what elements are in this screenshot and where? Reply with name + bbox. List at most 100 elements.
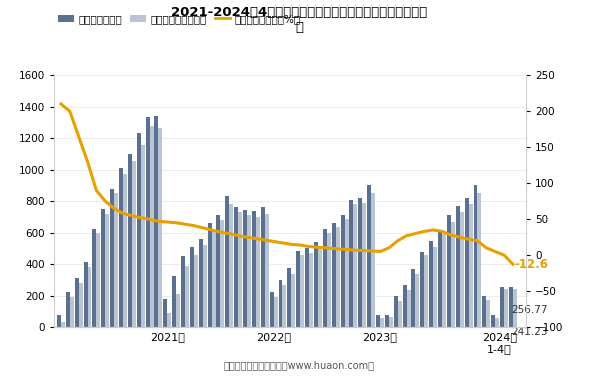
Bar [460, 212, 464, 327]
Bar [274, 297, 277, 327]
Bar [358, 198, 362, 327]
Bar [429, 241, 433, 327]
Bar [323, 229, 327, 327]
Bar [208, 223, 212, 327]
Bar [371, 193, 375, 327]
Bar [469, 203, 472, 327]
Bar [216, 215, 221, 327]
Text: 额: 额 [295, 21, 303, 34]
Bar [380, 318, 384, 327]
Bar [96, 233, 100, 327]
Bar [119, 168, 123, 327]
Bar [137, 133, 141, 327]
Bar [389, 317, 393, 327]
Bar [425, 255, 428, 327]
Bar [495, 318, 499, 327]
Bar [442, 234, 446, 327]
Bar [509, 287, 513, 327]
Bar [154, 116, 158, 327]
Bar [110, 189, 114, 327]
Bar [340, 215, 344, 327]
Bar [176, 294, 180, 327]
Bar [132, 161, 136, 327]
Bar [203, 245, 207, 327]
Bar [247, 215, 251, 327]
Bar [393, 296, 398, 327]
Bar [353, 204, 358, 327]
Bar [66, 293, 70, 327]
Bar [300, 255, 304, 327]
Bar [474, 185, 477, 327]
Bar [167, 313, 171, 327]
Bar [194, 255, 198, 327]
Bar [158, 128, 163, 327]
Bar [483, 296, 486, 327]
Bar [172, 276, 176, 327]
Bar [163, 299, 167, 327]
Bar [114, 193, 118, 327]
Legend: 商品房（亿元）, 商品房住宅（亿元）, 商品房销售增速（%）: 商品房（亿元）, 商品房住宅（亿元）, 商品房销售增速（%） [54, 10, 305, 28]
Bar [447, 215, 451, 327]
Bar [145, 117, 150, 327]
Bar [309, 253, 313, 327]
Bar [105, 214, 109, 327]
Bar [477, 193, 481, 327]
Bar [265, 214, 269, 327]
Bar [261, 208, 265, 327]
Bar [238, 212, 242, 327]
Bar [411, 269, 416, 327]
Text: 256.77: 256.77 [511, 305, 548, 315]
Bar [79, 283, 83, 327]
Bar [199, 239, 203, 327]
Bar [225, 196, 229, 327]
Bar [279, 280, 282, 327]
Bar [221, 220, 224, 327]
Bar [318, 247, 322, 327]
Bar [92, 229, 96, 327]
Bar [456, 206, 460, 327]
Bar [407, 290, 411, 327]
Bar [504, 289, 508, 327]
Bar [291, 274, 295, 327]
Bar [402, 285, 407, 327]
Bar [376, 315, 380, 327]
Bar [57, 314, 61, 327]
Bar [491, 315, 495, 327]
Bar [314, 242, 318, 327]
Bar [87, 267, 91, 327]
Bar [296, 251, 300, 327]
Bar [438, 229, 442, 327]
Bar [185, 266, 189, 327]
Text: 2021-2024年4月甘肃省房地产商品住宅及商品住宅现房销售: 2021-2024年4月甘肃省房地产商品住宅及商品住宅现房销售 [171, 6, 427, 19]
Bar [500, 287, 504, 327]
Text: -12.6: -12.6 [515, 258, 549, 271]
Bar [282, 285, 286, 327]
Bar [513, 289, 517, 327]
Text: 241.23: 241.23 [511, 327, 548, 337]
Bar [270, 293, 274, 327]
Bar [332, 223, 335, 327]
Bar [229, 204, 233, 327]
Bar [288, 268, 291, 327]
Bar [101, 209, 105, 327]
Bar [398, 301, 402, 327]
Bar [234, 208, 238, 327]
Bar [305, 249, 309, 327]
Bar [486, 300, 490, 327]
Bar [420, 252, 425, 327]
Bar [362, 203, 366, 327]
Bar [123, 174, 127, 327]
Bar [465, 198, 469, 327]
Bar [150, 126, 154, 327]
Bar [367, 185, 371, 327]
Bar [335, 227, 340, 327]
Bar [181, 256, 185, 327]
Bar [416, 274, 419, 327]
Bar [75, 278, 79, 327]
Bar [327, 233, 331, 327]
Bar [451, 221, 455, 327]
Text: 制图：华经产业研究院（www.huaon.com）: 制图：华经产业研究院（www.huaon.com） [224, 360, 374, 370]
Bar [243, 210, 247, 327]
Bar [84, 262, 87, 327]
Bar [433, 247, 437, 327]
